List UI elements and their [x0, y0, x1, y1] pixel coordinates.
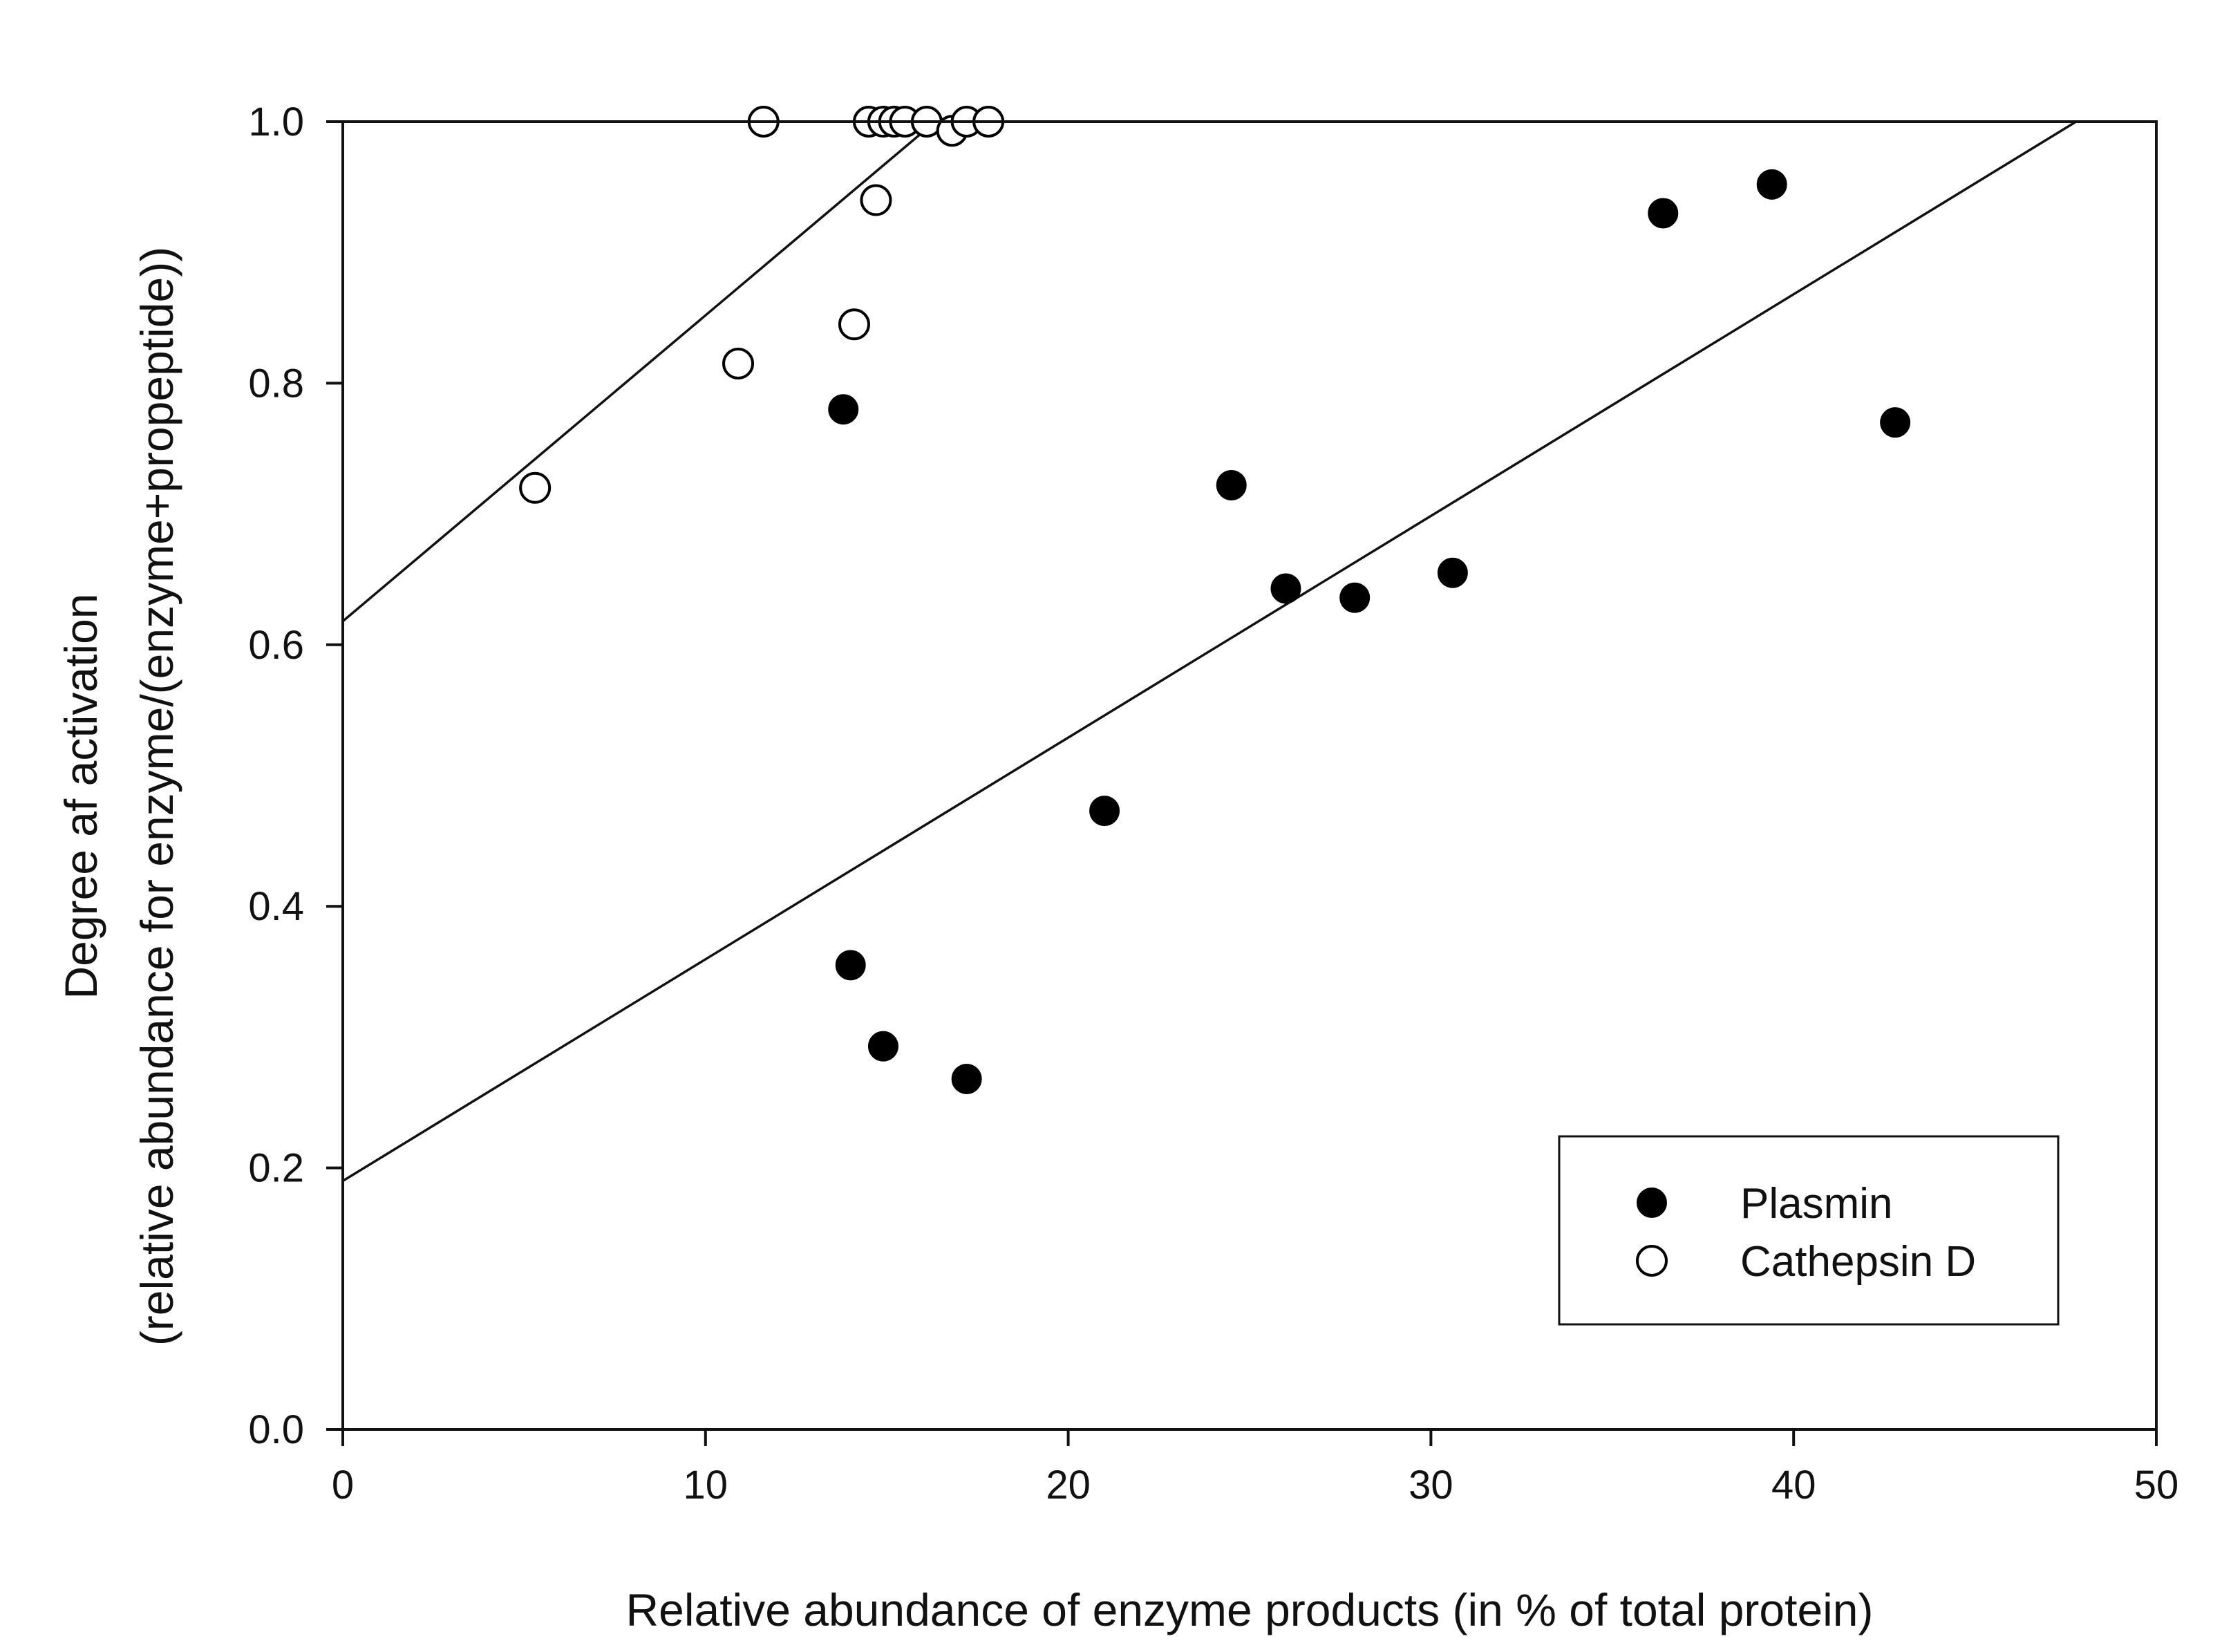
legend-marker-plasmin — [1637, 1188, 1667, 1218]
plasmin-point — [828, 394, 859, 425]
data-points — [519, 106, 1911, 1094]
plasmin-point — [1339, 582, 1371, 613]
plasmin-point — [1880, 407, 1911, 438]
x-axis: 0 10 20 30 40 50 — [332, 1429, 2178, 1508]
y-tick-label: 0.6 — [248, 623, 304, 668]
plasmin-point — [1756, 169, 1787, 200]
x-tick-label: 0 — [332, 1463, 354, 1508]
x-tick-label: 40 — [1771, 1463, 1816, 1508]
x-tick-label: 10 — [684, 1463, 728, 1508]
legend-label-plasmin: Plasmin — [1740, 1180, 1893, 1228]
legend: Plasmin Cathepsin D — [1558, 1135, 2060, 1326]
x-tick-label: 30 — [1409, 1463, 1453, 1508]
fit-line-cathepsin-d — [343, 122, 937, 623]
legend-label-cathepsin-d: Cathepsin D — [1740, 1238, 1976, 1286]
y-axis: 0.0 0.2 0.4 0.6 0.8 1.0 — [248, 100, 343, 1452]
plasmin-point — [835, 950, 866, 981]
series-plasmin — [828, 169, 1911, 1094]
y-axis-title-line-2: (relative abundance for enzyme/(enzyme+p… — [131, 247, 182, 1346]
plasmin-point — [1216, 469, 1247, 500]
plasmin-point — [951, 1063, 982, 1094]
cathepsin-d-point — [838, 308, 870, 341]
legend-box — [1558, 1135, 2060, 1326]
cathepsin-d-point — [722, 348, 755, 380]
y-tick-label: 0.4 — [248, 884, 304, 929]
plasmin-point — [1089, 796, 1120, 827]
fit-line-plasmin — [343, 122, 2079, 1183]
y-tick-label: 0.2 — [248, 1146, 304, 1191]
y-tick-label: 1.0 — [248, 100, 304, 144]
plasmin-point — [1270, 573, 1301, 604]
x-tick-label: 50 — [2134, 1463, 2179, 1508]
x-axis-title: Relative abundance of enzyme products (i… — [625, 1584, 1873, 1635]
cathepsin-d-point — [860, 184, 892, 216]
fit-lines — [343, 122, 2079, 1183]
y-tick-label: 0.0 — [248, 1407, 304, 1452]
y-axis-title-line-1: Degree af activation — [55, 593, 106, 999]
plasmin-point — [1437, 557, 1468, 588]
cathepsin-d-point — [519, 471, 552, 504]
legend-marker-cathepsin-d — [1636, 1245, 1668, 1277]
plot-area-frame — [341, 120, 2158, 1431]
plasmin-point — [1648, 198, 1679, 229]
y-tick-label: 0.8 — [248, 361, 304, 406]
plasmin-point — [867, 1031, 898, 1062]
x-tick-label: 20 — [1046, 1463, 1091, 1508]
